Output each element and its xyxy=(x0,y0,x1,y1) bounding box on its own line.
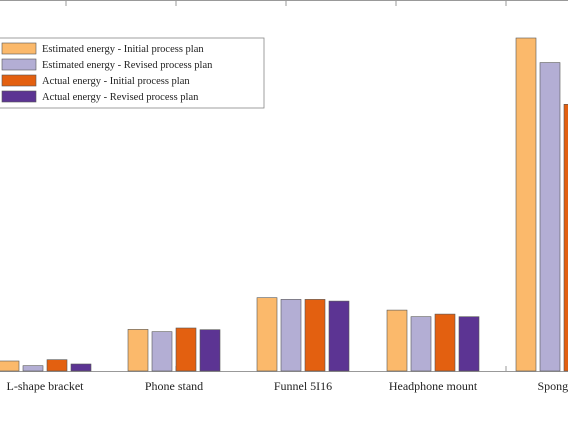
legend-label: Estimated energy - Revised process plan xyxy=(42,60,213,71)
bar xyxy=(564,104,568,371)
legend-label: Actual energy - Initial process plan xyxy=(42,76,190,87)
bar xyxy=(23,366,43,371)
legend-swatch xyxy=(2,91,36,102)
bar xyxy=(329,301,349,371)
legend: Estimated energy - Initial process plan E… xyxy=(0,38,264,108)
bar xyxy=(128,329,148,371)
bar xyxy=(152,332,172,371)
bar xyxy=(411,317,431,371)
bar xyxy=(459,317,479,371)
legend-swatch xyxy=(2,75,36,86)
x-tick-labels: L-shape bracket Phone stand Funnel 5I16 Hea… xyxy=(7,379,568,393)
bar xyxy=(540,63,560,371)
legend-swatch xyxy=(2,43,36,54)
bar xyxy=(257,298,277,371)
bar xyxy=(305,299,325,371)
bar xyxy=(0,361,19,371)
bar xyxy=(200,330,220,371)
legend-label: Estimated energy - Initial process plan xyxy=(42,44,204,55)
legend-label: Actual energy - Revised process plan xyxy=(42,92,199,103)
x-tick-label: Funnel 5I16 xyxy=(274,379,332,393)
legend-swatch xyxy=(2,59,36,70)
bar xyxy=(387,310,407,371)
x-tick-label: L-shape bracket xyxy=(7,379,85,393)
bar xyxy=(71,364,91,371)
x-tick-label: Sponge dr xyxy=(538,379,568,393)
x-tick-label: Phone stand xyxy=(145,379,203,393)
x-tick-label: Headphone mount xyxy=(389,379,478,393)
bar xyxy=(435,314,455,371)
bar xyxy=(516,38,536,371)
bar xyxy=(47,360,67,371)
bar xyxy=(176,328,196,371)
bar xyxy=(281,299,301,371)
